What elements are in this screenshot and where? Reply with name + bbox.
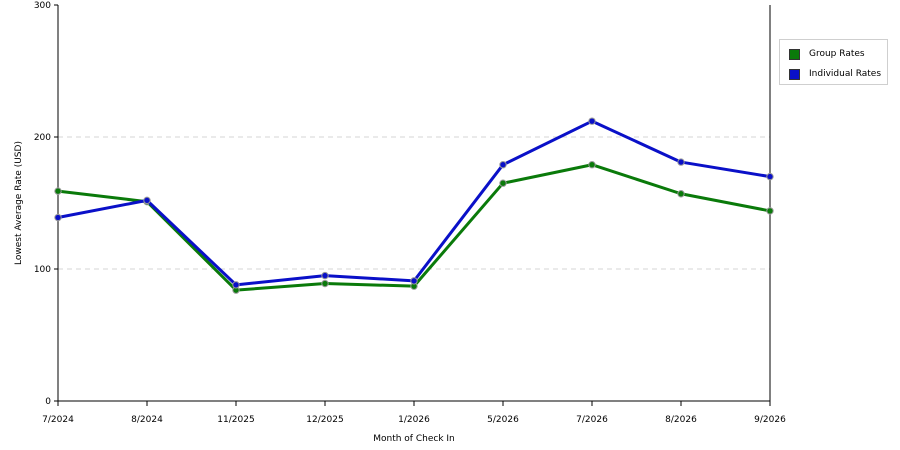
x-tick-label: 7/2024: [42, 415, 74, 425]
x-tick-label: 12/2025: [306, 415, 343, 425]
x-tick-label: 8/2026: [665, 415, 697, 425]
series-lines: [54, 117, 774, 294]
legend-item-group: Group Rates: [789, 47, 865, 61]
x-tick-label: 9/2026: [754, 415, 786, 425]
y-tick-label: 0: [45, 397, 51, 407]
x-tick-label: 11/2025: [217, 415, 254, 425]
legend-swatch-individual: [789, 68, 800, 80]
series-line-1: [56, 119, 772, 287]
data-point: [232, 281, 240, 289]
data-point: [677, 158, 685, 166]
y-tick-label: 200: [34, 133, 51, 143]
x-axis-title: Month of Check In: [373, 434, 455, 444]
chart-legend: Group Rates Individual Rates: [779, 39, 888, 85]
data-point: [321, 271, 329, 280]
data-point: [54, 213, 62, 222]
tick-labels: 0 100 200 300 7/2024 8/2024 11/2025 12/2025 1/20…: [34, 1, 786, 425]
y-tick-label: 300: [34, 1, 51, 11]
series-line-0: [56, 163, 772, 292]
data-point: [588, 117, 596, 125]
data-point: [677, 190, 685, 198]
data-point: [499, 179, 507, 187]
x-tick-label: 1/2026: [398, 415, 430, 425]
x-tick-label: 5/2026: [487, 415, 519, 425]
data-point: [321, 279, 329, 288]
data-point: [410, 277, 418, 285]
data-point: [143, 196, 151, 205]
x-tick-label: 8/2024: [131, 415, 163, 425]
data-point: [588, 161, 596, 169]
y-tick-label: 100: [34, 265, 51, 275]
legend-label-group: Group Rates: [809, 49, 865, 59]
legend-label-individual: Individual Rates: [809, 69, 882, 79]
gridlines: [58, 136, 770, 270]
legend-item-individual: Individual Rates: [789, 67, 881, 81]
data-point: [766, 207, 774, 215]
data-point: [54, 187, 62, 195]
data-point: [766, 172, 774, 181]
axes: [54, 4, 771, 406]
data-point: [499, 161, 507, 169]
x-tick-label: 7/2026: [576, 415, 608, 425]
y-axis-title: Lowest Average Rate (USD): [14, 141, 24, 265]
legend-swatch-group: [789, 48, 800, 60]
